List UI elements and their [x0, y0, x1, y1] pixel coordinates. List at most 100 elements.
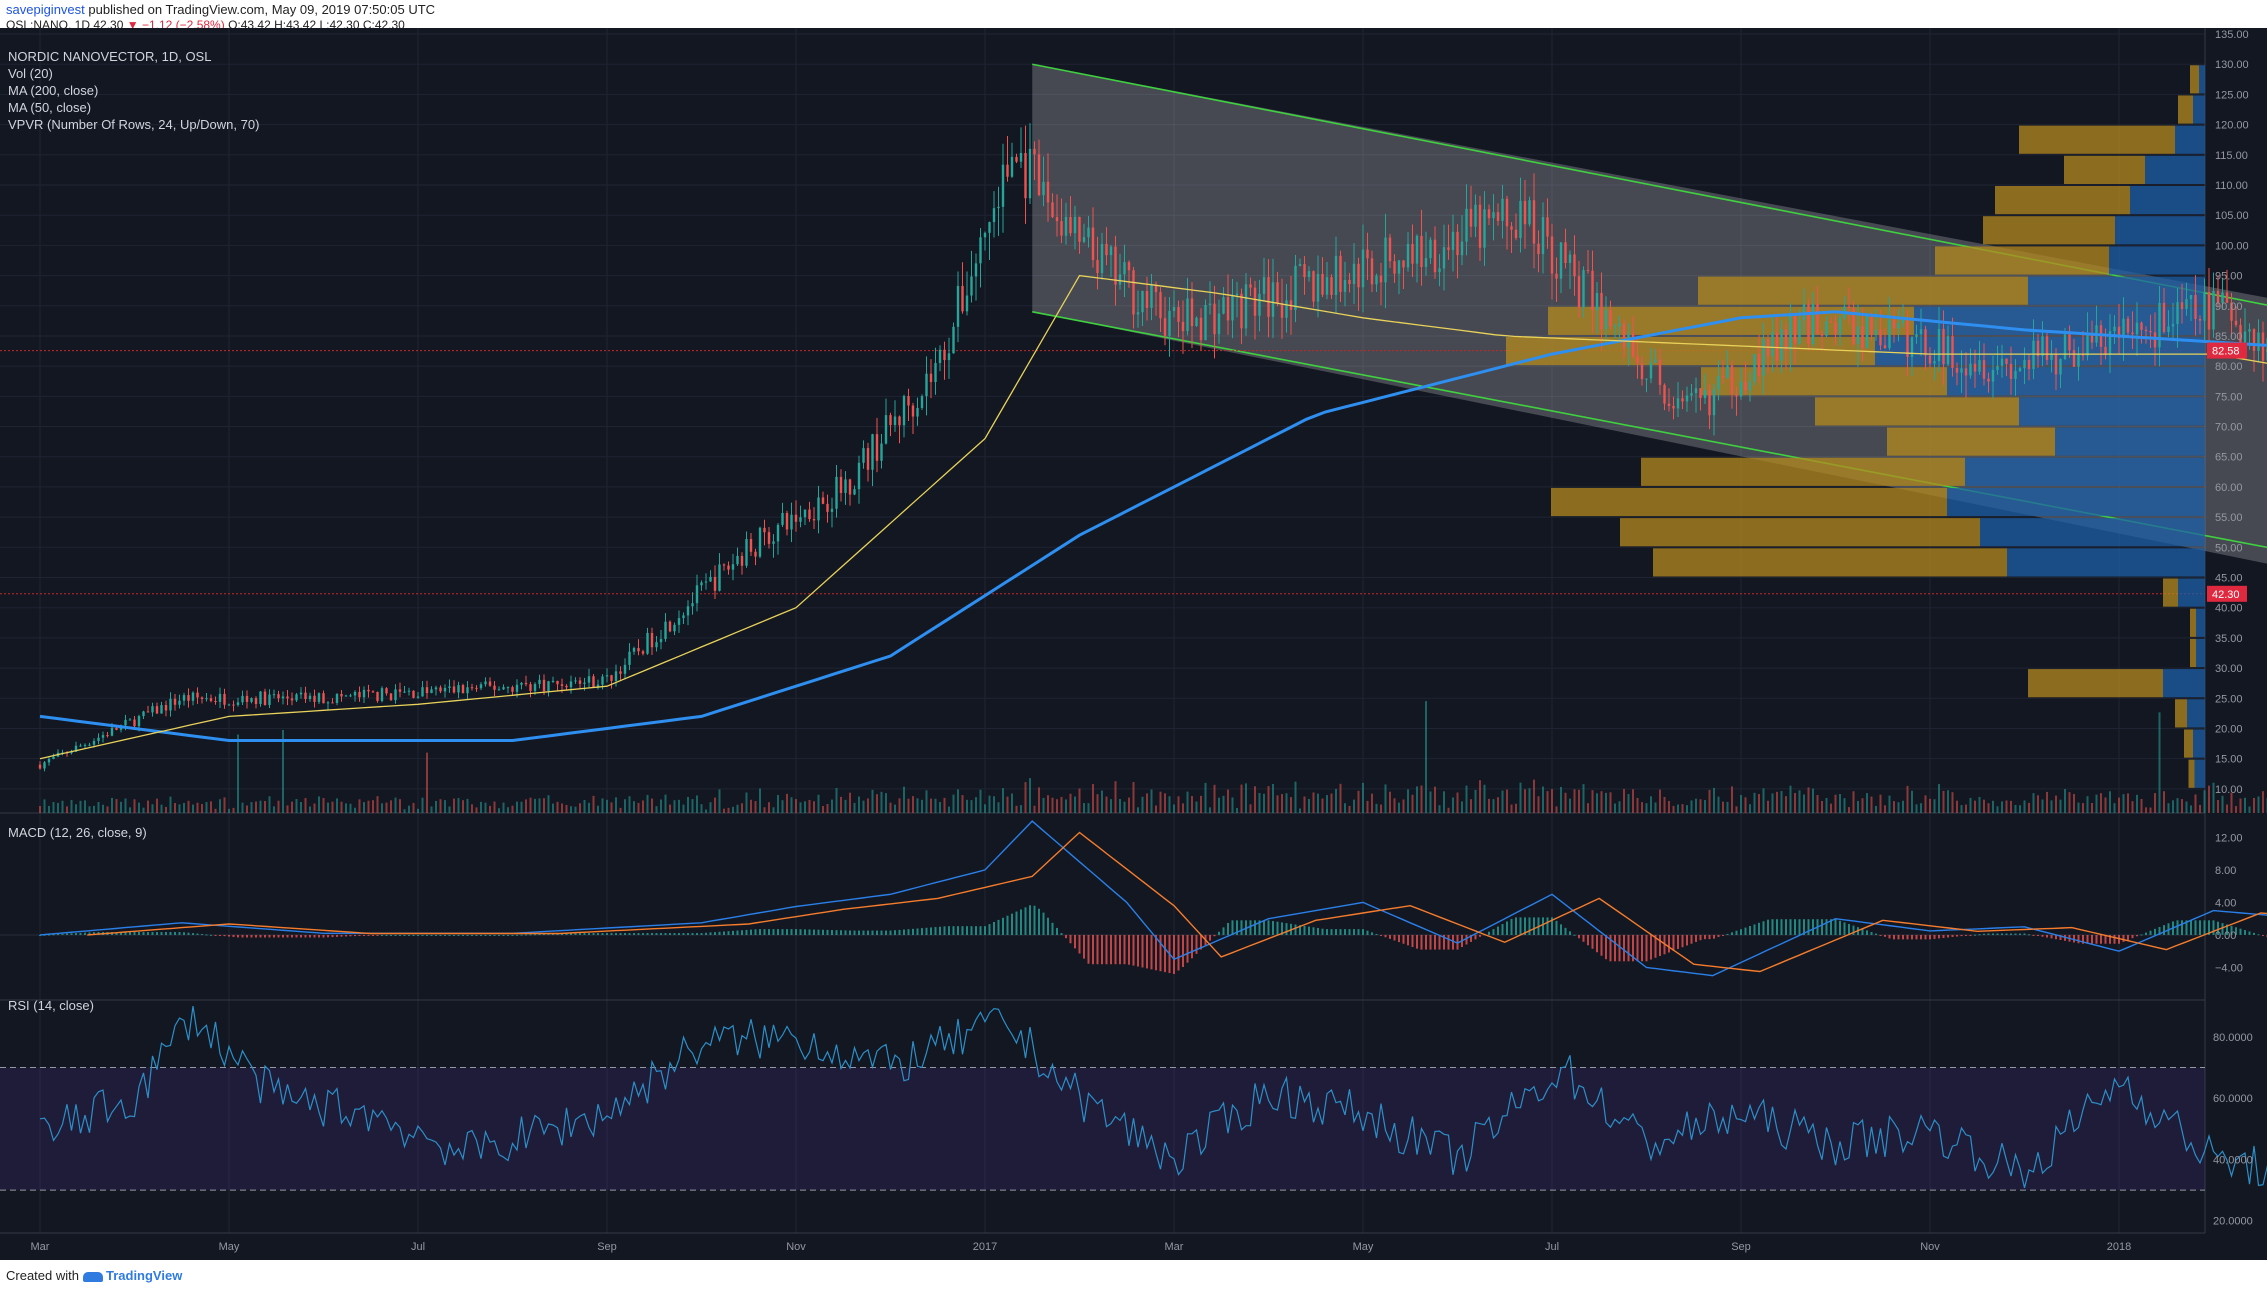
vpvr-down-bar: [2178, 95, 2193, 124]
candle-body: [988, 222, 991, 233]
macd-histogram-bar: [444, 934, 446, 936]
volume-bar: [633, 801, 635, 813]
macd-histogram-bar: [1524, 917, 1526, 935]
macd-histogram-bar: [367, 934, 370, 936]
macd-histogram-bar: [1672, 934, 1675, 951]
volume-bar: [642, 800, 644, 813]
candle-body: [2144, 329, 2148, 332]
candle-body: [1816, 303, 1819, 334]
volume-bar: [543, 798, 545, 813]
macd-histogram-bar: [1609, 934, 1612, 962]
volume-bar: [1452, 797, 1454, 813]
volume-bar: [547, 795, 550, 813]
volume-bar: [678, 799, 680, 813]
volume-bar: [1569, 798, 1571, 813]
candle-body: [745, 539, 748, 566]
volume-bar: [1735, 806, 1738, 813]
candle-body: [1019, 153, 1023, 162]
candle-body: [1528, 200, 1531, 225]
volume-bar: [912, 796, 914, 813]
volume-bar: [1483, 784, 1486, 813]
volume-bar: [1425, 701, 1427, 813]
chart-area[interactable]: 10.00 15.00 20.00 25.00 30.00 35.00 40.00 45.00…: [0, 28, 2267, 1260]
macd-histogram-bar: [696, 933, 698, 935]
volume-bar: [2091, 802, 2093, 813]
macd-histogram-bar: [2014, 933, 2017, 935]
macd-histogram-bar: [2203, 920, 2206, 935]
vpvr-up-bar: [2145, 155, 2205, 184]
macd-histogram-bar: [210, 934, 212, 936]
candle-body: [1618, 323, 1621, 327]
volume-bar: [115, 799, 118, 813]
candle-body: [1919, 329, 1923, 335]
volume-bar: [1758, 794, 1760, 813]
candle-body: [506, 687, 510, 689]
volume-bar: [1965, 804, 1967, 813]
macd-histogram-bar: [1956, 934, 1958, 937]
macd-histogram-bar: [1060, 933, 1063, 935]
channel-upper-line: [1032, 63, 2267, 306]
author-link[interactable]: savepiginvest: [6, 2, 85, 17]
volume-bar: [754, 801, 757, 813]
candle-body: [695, 585, 699, 604]
volume-bar: [1411, 794, 1414, 813]
candle-body: [2090, 333, 2094, 343]
volume-bar: [259, 800, 262, 813]
candle-body: [1393, 261, 1396, 274]
ma200-line: [39, 310, 2267, 742]
candle-body: [1951, 336, 1954, 368]
volume-bar: [2230, 792, 2233, 813]
axes: 10.0015.0020.0025.0030.0035.0040.0045.00…: [31, 29, 2253, 1253]
price-tick-label: 20.00: [2215, 723, 2243, 735]
candle-body: [1100, 243, 1104, 274]
macd-histogram-bar: [1578, 934, 1580, 939]
macd-histogram-bar: [673, 933, 676, 935]
macd-histogram-bar: [1875, 933, 1877, 935]
vpvr-up-bar: [1965, 457, 2205, 486]
macd-histogram-bar: [1029, 905, 1031, 935]
price-chart[interactable]: 10.0015.0020.0025.0030.0035.0040.0045.00…: [0, 28, 2267, 1260]
macd-histogram-bar: [799, 929, 802, 935]
volume-bar: [147, 800, 149, 813]
macd-histogram-bar: [507, 934, 509, 936]
candle-body: [569, 681, 573, 688]
macd-histogram-bar: [2244, 930, 2246, 935]
volume-bar: [588, 802, 590, 813]
macd-histogram-bar: [1011, 913, 1013, 935]
candle-body: [551, 680, 555, 682]
macd-histogram-bar: [552, 933, 554, 935]
macd-histogram-bar: [1555, 920, 1558, 935]
volume-bar: [1353, 799, 1355, 813]
candle-body: [335, 693, 339, 703]
vpvr-down-bar: [2190, 608, 2196, 637]
macd-histogram-bar: [462, 934, 464, 936]
volume-bar: [1024, 782, 1027, 813]
candle-body: [83, 744, 87, 746]
candle-body: [2162, 302, 2166, 332]
volume-bar: [813, 801, 815, 813]
macd-histogram-bar: [1893, 934, 1895, 940]
candle-body: [1145, 290, 1149, 308]
tradingview-brand[interactable]: TradingView: [105, 1268, 183, 1283]
candle-body: [1658, 359, 1662, 385]
candle-body: [1069, 216, 1072, 234]
macd-histogram-bar: [2100, 934, 2102, 944]
candle-body: [1357, 263, 1360, 288]
macd-histogram-bar: [1105, 934, 1108, 965]
candle-body: [1055, 217, 1059, 222]
candle-body: [1222, 297, 1225, 314]
candle-body: [547, 681, 550, 692]
macd-histogram-bar: [948, 926, 950, 935]
candle-body: [2230, 302, 2233, 321]
volume-bar: [1254, 786, 1256, 813]
volume-bar: [1861, 798, 1864, 813]
macd-histogram-bar: [2190, 920, 2192, 935]
candle-body: [250, 698, 253, 702]
candle-body: [1604, 310, 1608, 330]
candle-body: [1654, 359, 1657, 363]
macd-histogram-bar: [651, 933, 653, 935]
candle-body: [1838, 317, 1842, 335]
macd-tick-label: −4.00: [2215, 962, 2243, 974]
volume-bar: [1762, 788, 1765, 813]
rsi-band-fill: [0, 1067, 2205, 1191]
